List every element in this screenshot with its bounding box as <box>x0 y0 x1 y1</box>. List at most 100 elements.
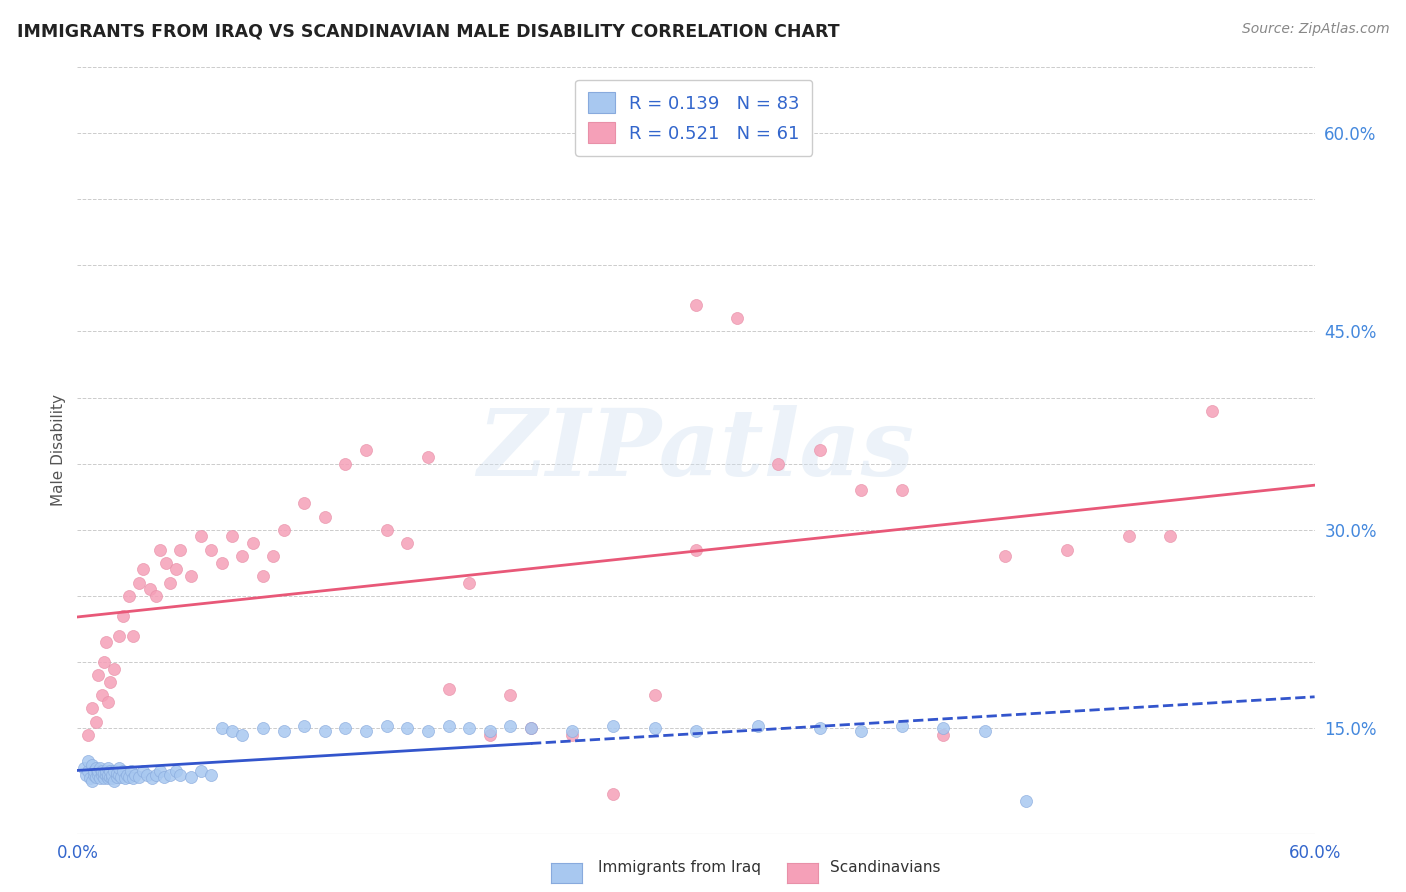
Point <box>891 718 914 732</box>
Point <box>520 721 543 735</box>
Point <box>87 767 110 781</box>
Point <box>105 770 128 784</box>
Point <box>644 688 666 702</box>
Point <box>159 767 181 781</box>
Point <box>354 723 377 738</box>
Point <box>149 764 172 778</box>
Point <box>72 761 94 775</box>
Point <box>200 767 222 781</box>
Point <box>80 701 103 715</box>
Point <box>84 761 107 775</box>
Point <box>89 761 111 775</box>
Point <box>292 718 315 732</box>
Point <box>83 764 105 778</box>
Point <box>747 718 769 732</box>
Point <box>180 569 202 583</box>
Point <box>159 575 181 590</box>
Point <box>375 523 398 537</box>
Point <box>725 311 748 326</box>
Point <box>101 767 124 781</box>
Point <box>437 681 460 696</box>
Point <box>89 772 111 786</box>
Point <box>96 635 118 649</box>
Point <box>1015 794 1038 808</box>
Point <box>145 589 167 603</box>
Point <box>84 714 107 729</box>
Point <box>891 483 914 497</box>
Point <box>354 443 377 458</box>
Point <box>416 450 439 464</box>
Point <box>180 770 202 784</box>
Point <box>103 774 125 789</box>
Point <box>122 772 145 786</box>
Point <box>84 770 107 784</box>
Point <box>520 721 543 735</box>
Point <box>849 483 872 497</box>
Point <box>396 721 419 735</box>
Point <box>644 721 666 735</box>
Point <box>499 688 522 702</box>
Text: Scandinavians: Scandinavians <box>830 861 941 875</box>
Point <box>314 509 336 524</box>
Point <box>105 766 128 780</box>
Point <box>80 774 103 789</box>
Point <box>118 770 141 784</box>
Point <box>200 542 222 557</box>
Point <box>111 764 134 778</box>
Point <box>437 718 460 732</box>
Point <box>994 549 1017 564</box>
Point <box>165 562 187 576</box>
Point <box>96 764 118 778</box>
Point <box>221 723 243 738</box>
Point <box>114 772 136 786</box>
Point <box>416 723 439 738</box>
Point <box>478 728 501 742</box>
Point <box>1056 542 1078 557</box>
Point <box>87 764 110 778</box>
Point <box>561 728 583 742</box>
Point <box>107 767 129 781</box>
Point <box>561 723 583 738</box>
Point <box>91 764 114 778</box>
Point <box>849 723 872 738</box>
Point <box>91 688 114 702</box>
Point <box>93 766 115 780</box>
Point <box>76 728 98 742</box>
Point <box>932 728 955 742</box>
Legend: R = 0.139   N = 83, R = 0.521   N = 61: R = 0.139 N = 83, R = 0.521 N = 61 <box>575 79 813 156</box>
Point <box>458 721 481 735</box>
Point <box>80 758 103 772</box>
Point <box>335 721 357 735</box>
Point <box>115 767 138 781</box>
Point <box>252 721 274 735</box>
Point <box>103 662 125 676</box>
Point <box>221 529 243 543</box>
Point <box>685 542 707 557</box>
Point <box>211 721 233 735</box>
Point <box>335 457 357 471</box>
Point <box>149 542 172 557</box>
Point <box>132 764 155 778</box>
Point <box>96 767 118 781</box>
Point <box>602 718 624 732</box>
Point <box>98 764 121 778</box>
Point <box>107 629 129 643</box>
Point <box>76 754 98 768</box>
Point <box>93 655 115 669</box>
Point <box>602 788 624 802</box>
Point <box>79 772 101 786</box>
Text: IMMIGRANTS FROM IRAQ VS SCANDINAVIAN MALE DISABILITY CORRELATION CHART: IMMIGRANTS FROM IRAQ VS SCANDINAVIAN MAL… <box>17 22 839 40</box>
Point <box>499 718 522 732</box>
Text: Immigrants from Iraq: Immigrants from Iraq <box>598 861 761 875</box>
Point <box>145 767 167 781</box>
Point <box>231 728 253 742</box>
Point <box>169 767 191 781</box>
Point <box>1159 529 1181 543</box>
Point <box>111 608 134 623</box>
Point <box>458 575 481 590</box>
Text: Source: ZipAtlas.com: Source: ZipAtlas.com <box>1241 22 1389 37</box>
Point <box>153 770 176 784</box>
Point <box>478 723 501 738</box>
Point <box>83 767 105 781</box>
Point <box>273 723 295 738</box>
